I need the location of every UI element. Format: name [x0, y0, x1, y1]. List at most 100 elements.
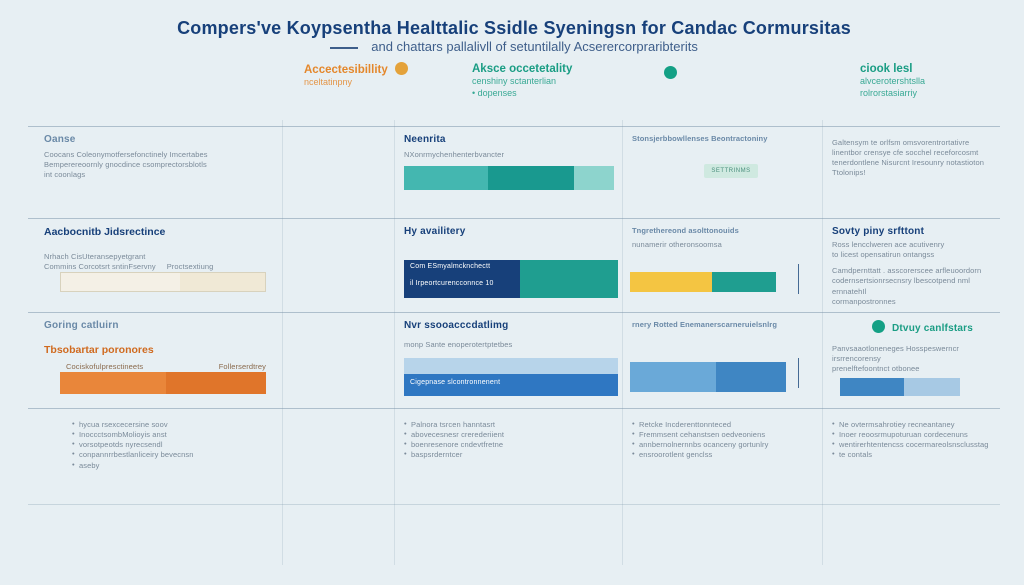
row1-mid-header: Hy availitery	[404, 226, 466, 237]
list-item: vorsotpeotds nyrecsendl	[72, 440, 272, 450]
row2-left-bar	[60, 372, 266, 394]
list-item: Ne ovtermsahrotiey recneantaney	[832, 420, 1004, 430]
text-line: linentbor crensye cfe socchel receforcos…	[832, 148, 1002, 158]
list-item: ensroorotlent genclss	[632, 450, 812, 460]
row1-left-bar	[60, 272, 266, 292]
list-item: Inoer reoosrmupoturuan cordecenuns	[832, 430, 1004, 440]
bar-segment	[574, 166, 614, 190]
list-item: InoccctsombMolioyis anst	[72, 430, 272, 440]
col-header-1: Accectesibillity nceltatinpny	[304, 62, 408, 89]
bar-segment: Cigepnase slcontronnenent	[404, 374, 618, 396]
row1-left-header: Aacbocnitb Jidsrectince	[44, 226, 165, 238]
divider	[28, 218, 1000, 219]
col-header-2: Aksce occetetality censhiny sctanterlian…	[472, 62, 572, 99]
col-header-2-sub: censhiny sctanterlian • dopenses	[472, 76, 572, 99]
bar-segment	[712, 272, 776, 292]
row1-midright-bar	[630, 272, 776, 292]
list-item: Palnora tsrcen hanntasrt	[404, 420, 604, 430]
bar-segment	[716, 362, 786, 392]
page-title: Compers've Koypsentha Healttalic Ssidle …	[32, 18, 996, 39]
text-line: to licest opensatirun ontangss	[832, 250, 1004, 260]
bar-segment	[61, 273, 180, 291]
row2-right-text: Panvsaaotloneneges Hosspeswerncr irsrren…	[832, 344, 1004, 374]
text-line: Nrhach CisUteransepyetgrant	[44, 252, 274, 262]
bar-segment	[630, 272, 712, 292]
bar-segment	[404, 166, 488, 190]
bar-inner-label: il Irpeortcurencconnce 10	[410, 280, 494, 287]
row2-mid-bar: Cigepnase slcontronnenent	[404, 358, 618, 396]
divider	[28, 312, 1000, 313]
axis-tick	[798, 264, 799, 294]
column-separator	[282, 120, 283, 565]
col-header-3	[660, 66, 677, 81]
bar-segment	[404, 358, 618, 374]
divider	[28, 408, 1000, 409]
bar-inner-label: Com ESmyalmcknchectt	[410, 263, 490, 270]
row0-right-text: Galtensym te orlfsm omsvorentrortativre …	[832, 138, 1002, 179]
list-item: Retcke Incderenttonnteced	[632, 420, 812, 430]
column-separator	[394, 120, 395, 565]
row1-mid-bar: Com ESmyalmcknchectt il Irpeortcurenccon…	[404, 260, 618, 298]
row2-midright-header: rnery Rotted Enemanerscarneruielsnlrg	[632, 320, 777, 330]
row3-right-list: Ne ovtermsahrotiey recneantaney Inoer re…	[832, 420, 1004, 461]
text-line: Coocans Coleonymotfersefonctinely Imcert…	[44, 150, 264, 160]
text-line: Bemperereoornly gnocdince csomprectorsbl…	[44, 160, 264, 170]
col-header-4: ciook lesl alvcerotershtslla rolrorstasi…	[860, 62, 925, 99]
page-subtitle: and chattars pallalivll of setuntilally …	[371, 39, 698, 54]
text-line: Galtensym te orlfsm omsvorentrortativre	[832, 138, 1002, 148]
text-line: Cociskofulpresctineets	[66, 362, 143, 371]
column-separator	[822, 120, 823, 565]
bar-segment: Com ESmyalmcknchectt il Irpeortcurenccon…	[404, 260, 520, 298]
badge-icon	[872, 320, 885, 333]
col-header-1-sub: nceltatinpny	[304, 77, 408, 88]
text-line: cormanpostronnes	[832, 297, 1004, 307]
text-line: Ttolonips!	[832, 168, 1002, 178]
page-subtitle-wrap: and chattars pallalivll of setuntilally …	[32, 39, 996, 54]
row1-midright-sub: nunamerir otheronsoomsa	[632, 240, 722, 250]
subtitle-dash	[330, 47, 358, 49]
col-header-4-sub: alvcerotershtslla rolrorstasiarriy	[860, 76, 925, 99]
infographic-page: { "layout": { "width": 1024, "height": 5…	[0, 0, 1024, 585]
axis-tick	[798, 358, 799, 388]
list-item: annbernolnernnbs ocanceny gortunlry	[632, 440, 812, 450]
text-em: Tbsobartar poronores	[44, 344, 154, 356]
row2-left-text: Cociskofulpresctineets Follerserdtrey	[66, 362, 266, 372]
col-header-1-label: Accectesibillity	[304, 64, 388, 76]
row0-left-text: Coocans Coleonymotfersefonctinely Imcert…	[44, 150, 264, 180]
list-item: Fremmsent cehanstsen oedveoniens	[632, 430, 812, 440]
row1-midright-header: Tngrethereond asolttonouids	[632, 226, 739, 236]
row0-mid-sub: NXonrmychenhenterbvancter	[404, 150, 504, 160]
bar-segment	[630, 362, 716, 392]
badge-icon	[664, 66, 677, 79]
divider	[28, 126, 1000, 127]
title-block: Compers've Koypsentha Healttalic Ssidle …	[32, 18, 996, 54]
row2-right-bar	[840, 378, 960, 396]
text-span: Dtvuy canlfstars	[892, 323, 973, 334]
list-item: baspsrderntcer	[404, 450, 604, 460]
col-header-2-label: Aksce occetetality	[472, 63, 572, 75]
text-line: Panvsaaotloneneges Hosspeswerncr irsrren…	[832, 344, 1004, 364]
row2-left-header: Goring catluirn	[44, 320, 119, 331]
bar-segment	[180, 273, 265, 291]
text-line: Follerserdtrey	[219, 362, 266, 372]
text-line: Camdpernttatt . asscorerscee arfleuoordo…	[832, 266, 1004, 276]
row0-mid-header: Neenrita	[404, 134, 446, 145]
row2-mid-header: Nvr ssooacccdatlimg	[404, 320, 508, 331]
list-item: hycua rsexcecersine soov	[72, 420, 272, 430]
list-item: conpannrrbestlanliceiry bevecnsn	[72, 450, 272, 460]
row0-midright-header: Stonsjerbbowllenses Beontractoniny	[632, 134, 768, 144]
list-item: abovecesnesr crerederiient	[404, 430, 604, 440]
bar-segment	[840, 378, 904, 396]
text-line: prenelftefoontnct otbonee	[832, 364, 1004, 374]
badge-icon	[395, 62, 408, 75]
bar-segment	[904, 378, 960, 396]
row1-right-text: Ross lencclweren ace acutivenry to lices…	[832, 240, 1004, 307]
text-line: codernsertsionrsecnsry lbescotpend nml e…	[832, 276, 1004, 296]
row1-right-header: Sovty piny srfttont	[832, 226, 924, 237]
list-item: aseby	[72, 461, 272, 471]
text-line: int coonlags	[44, 170, 264, 180]
row2-mid-sub: monp Sante enoperotertptetbes	[404, 340, 512, 350]
row2-left-header2: Tbsobartar poronores	[44, 344, 154, 356]
row2-midright-bar	[630, 362, 786, 392]
row0-badge: SETTRINMS	[704, 164, 758, 178]
